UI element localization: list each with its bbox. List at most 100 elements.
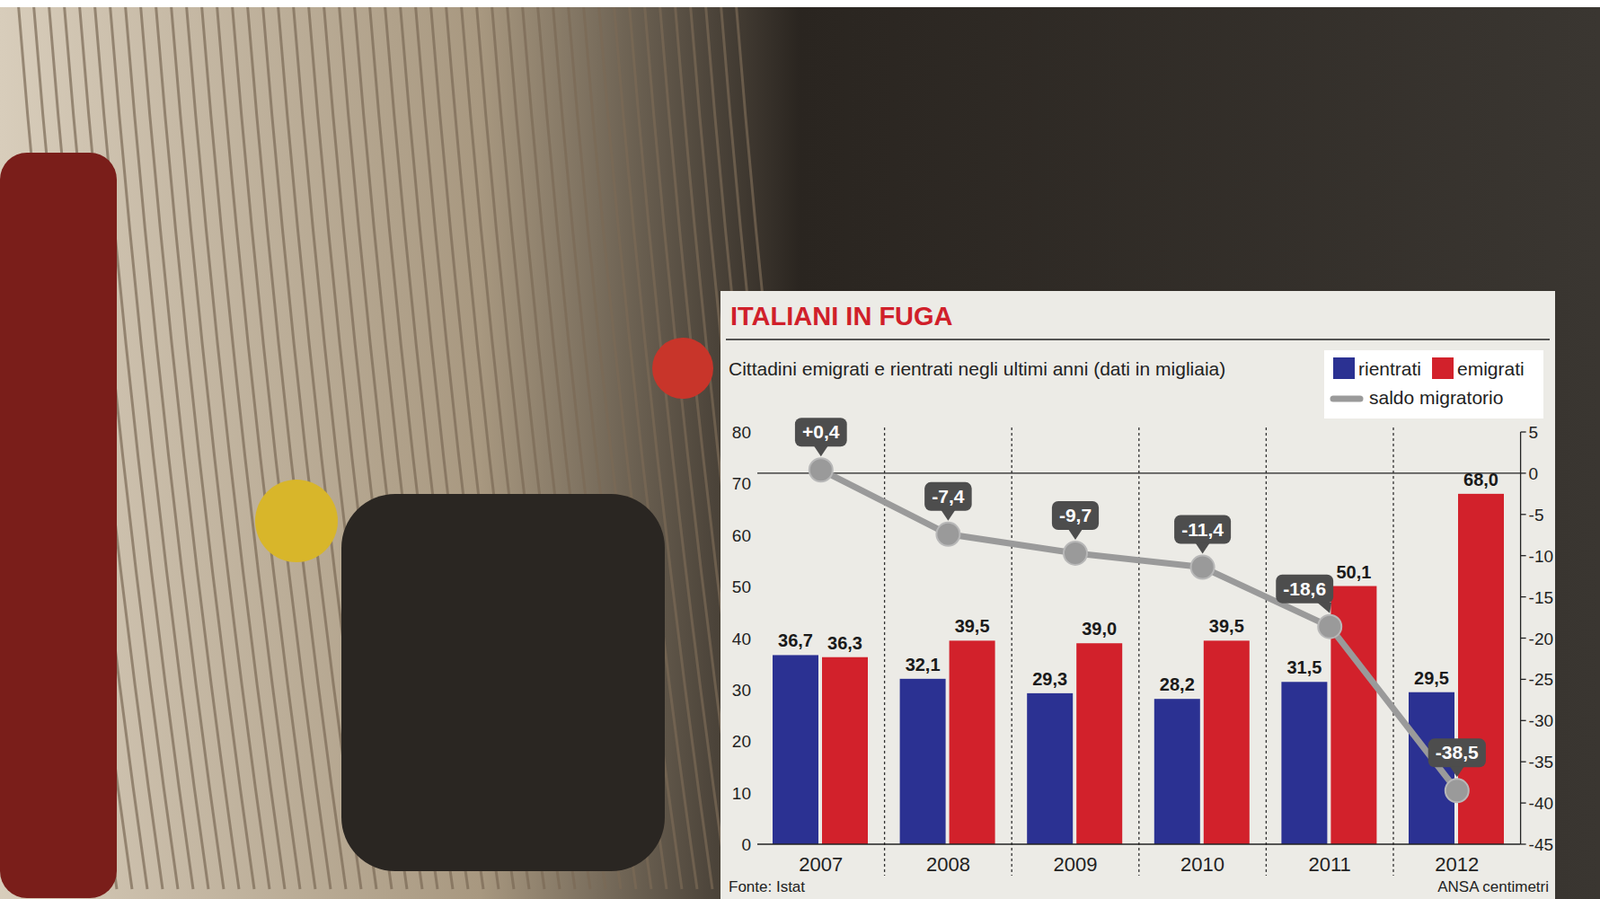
callout-box bbox=[795, 417, 848, 447]
callout-box bbox=[1428, 738, 1486, 768]
canvas: ITALIANI IN FUGACittadini emigrati e rie… bbox=[0, 0, 1600, 899]
y2-tick bbox=[1520, 431, 1527, 433]
marker bbox=[809, 458, 833, 482]
callout-box bbox=[1174, 515, 1231, 545]
panel bbox=[720, 291, 1556, 899]
y2-tick-label: 0 bbox=[1529, 464, 1539, 484]
callout: +0,4 bbox=[795, 417, 848, 457]
zero-line bbox=[757, 472, 1521, 474]
marker bbox=[1445, 778, 1469, 803]
worker bbox=[0, 152, 117, 899]
legend-swatch bbox=[1333, 357, 1355, 380]
rebar bbox=[231, 0, 331, 890]
bar-label: 28,2 bbox=[1159, 674, 1195, 695]
line-label: -9,7 bbox=[1059, 504, 1092, 526]
y-tick-label: 40 bbox=[732, 629, 752, 649]
bar-label: 68,0 bbox=[1463, 469, 1499, 490]
callout-box bbox=[1051, 501, 1099, 531]
source: Fonte: Istat bbox=[728, 878, 805, 896]
separator bbox=[1011, 427, 1013, 876]
callout-box bbox=[1275, 574, 1334, 604]
y-tick-label: 80 bbox=[732, 423, 752, 442]
rebar bbox=[140, 0, 239, 890]
line-label: -11,4 bbox=[1181, 519, 1224, 540]
y2-tick-label: -25 bbox=[1529, 670, 1554, 690]
worker bbox=[341, 494, 665, 872]
y2-tick-label: -45 bbox=[1529, 835, 1554, 855]
bar bbox=[1154, 698, 1201, 845]
callout-pointer bbox=[940, 510, 955, 522]
y2-tick-label: -10 bbox=[1529, 547, 1554, 566]
bar bbox=[822, 657, 868, 845]
bar-label: 36,3 bbox=[827, 633, 863, 654]
x-tick-label: 2008 bbox=[926, 853, 971, 876]
credit: ANSA centimetri bbox=[1437, 878, 1549, 896]
bar bbox=[772, 654, 819, 845]
y2-tick-label: -5 bbox=[1529, 505, 1545, 525]
bar-label: 32,1 bbox=[905, 654, 941, 675]
top-band bbox=[0, 0, 1600, 8]
bar bbox=[1203, 640, 1250, 845]
y2-tick bbox=[1520, 761, 1527, 763]
labels: 36,732,129,328,231,529,536,339,539,039,5… bbox=[777, 417, 1499, 778]
y2-tick bbox=[1520, 637, 1527, 639]
line-label: -18,6 bbox=[1282, 578, 1326, 600]
callout-pointer bbox=[813, 445, 829, 457]
y-tick-label: 70 bbox=[732, 474, 752, 494]
y2-tick bbox=[1520, 472, 1527, 474]
background bbox=[0, 0, 1600, 899]
bar bbox=[949, 640, 996, 845]
y-tick-label: 30 bbox=[732, 680, 752, 700]
x-tick-label: 2007 bbox=[798, 853, 843, 876]
bar bbox=[1281, 681, 1327, 845]
y-tick-label: 10 bbox=[732, 784, 752, 804]
legend-label: saldo migratorio bbox=[1369, 387, 1503, 408]
legend-swatch bbox=[1333, 396, 1361, 403]
plot bbox=[772, 458, 1504, 845]
y2-tick-label: 5 bbox=[1529, 423, 1539, 442]
separator bbox=[1138, 427, 1140, 876]
rebar bbox=[109, 0, 209, 890]
callout-pointer bbox=[1195, 543, 1211, 555]
callout: -9,7 bbox=[1051, 501, 1099, 540]
rebar bbox=[155, 0, 255, 890]
legend: rientratiemigratisaldo migratorio bbox=[1324, 350, 1544, 419]
x-tick-label: 2009 bbox=[1053, 853, 1098, 876]
y2-tick bbox=[1520, 513, 1527, 515]
bar bbox=[900, 679, 946, 845]
bar-label: 29,3 bbox=[1032, 669, 1068, 690]
callout: -11,4 bbox=[1174, 515, 1231, 555]
y-tick-label: 50 bbox=[732, 577, 752, 597]
separator bbox=[1265, 427, 1267, 876]
rebar bbox=[185, 0, 285, 890]
separator bbox=[883, 427, 885, 876]
y-tick-label: 0 bbox=[741, 835, 752, 855]
marker bbox=[936, 522, 960, 547]
rebar bbox=[216, 0, 316, 890]
rebar bbox=[124, 0, 224, 890]
bar-label: 31,5 bbox=[1286, 657, 1322, 678]
callout: -38,5 bbox=[1428, 738, 1486, 778]
line-label: +0,4 bbox=[802, 421, 840, 442]
bar-label: 36,7 bbox=[777, 630, 814, 651]
y2-tick bbox=[1520, 720, 1527, 722]
bar bbox=[1026, 693, 1073, 845]
rebar bbox=[170, 0, 270, 890]
y2-tick-label: -40 bbox=[1529, 794, 1554, 814]
y2-tick bbox=[1520, 679, 1527, 681]
legend-swatch bbox=[1432, 357, 1454, 380]
marker bbox=[1191, 556, 1215, 580]
baseline bbox=[757, 843, 1521, 845]
y2-tick-label: -35 bbox=[1529, 752, 1554, 772]
callout: -18,6 bbox=[1275, 574, 1334, 614]
y2-tick-label: -30 bbox=[1529, 711, 1554, 731]
callout: -7,4 bbox=[924, 482, 973, 522]
callout-box bbox=[924, 482, 973, 512]
marker bbox=[1317, 615, 1342, 639]
y-tick-label: 20 bbox=[732, 732, 752, 752]
y2-axis bbox=[1520, 432, 1521, 845]
y-tick-label: 60 bbox=[732, 526, 752, 546]
y2-tick bbox=[1520, 596, 1527, 598]
marker bbox=[1063, 541, 1088, 566]
legend-label: rientrati bbox=[1358, 358, 1422, 380]
